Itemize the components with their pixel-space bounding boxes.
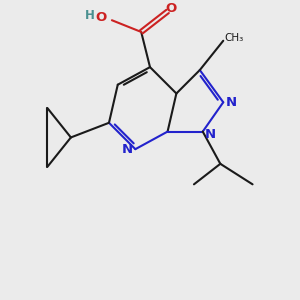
Text: CH₃: CH₃ <box>225 33 244 43</box>
Text: N: N <box>205 128 216 141</box>
Text: N: N <box>122 143 133 156</box>
Text: H: H <box>85 9 95 22</box>
Text: O: O <box>95 11 106 24</box>
Text: N: N <box>226 96 237 109</box>
Text: O: O <box>165 2 176 15</box>
